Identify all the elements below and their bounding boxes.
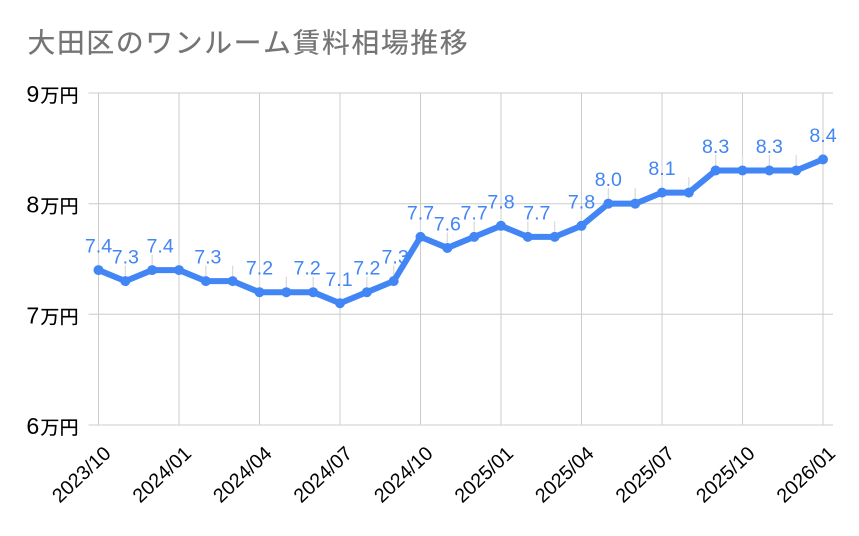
svg-text:7.8: 7.8 [568,191,595,213]
svg-text:8.3: 8.3 [756,136,783,158]
svg-text:8.1: 8.1 [648,158,675,180]
svg-text:8: 8 [26,192,39,218]
svg-text:6: 6 [26,413,39,439]
svg-text:7.3: 7.3 [112,247,139,269]
svg-text:7: 7 [26,302,39,328]
svg-text:7.2: 7.2 [294,258,321,280]
svg-text:8.0: 8.0 [595,169,622,191]
svg-text:7.4: 7.4 [85,236,112,258]
svg-text:7.7: 7.7 [523,202,550,224]
svg-text:7.1: 7.1 [325,269,352,291]
svg-text:7.3: 7.3 [382,247,409,269]
svg-text:7.3: 7.3 [194,247,221,269]
svg-text:7.7: 7.7 [407,202,434,224]
svg-text:7.2: 7.2 [353,258,380,280]
svg-text:7.7: 7.7 [461,202,488,224]
svg-text:7.8: 7.8 [487,191,514,213]
svg-text:8.3: 8.3 [702,136,729,158]
svg-text:9: 9 [26,81,39,107]
svg-text:7.4: 7.4 [147,236,174,258]
svg-text:7.2: 7.2 [246,258,273,280]
svg-text:8.4: 8.4 [809,125,836,147]
svg-text:7.6: 7.6 [434,213,461,235]
